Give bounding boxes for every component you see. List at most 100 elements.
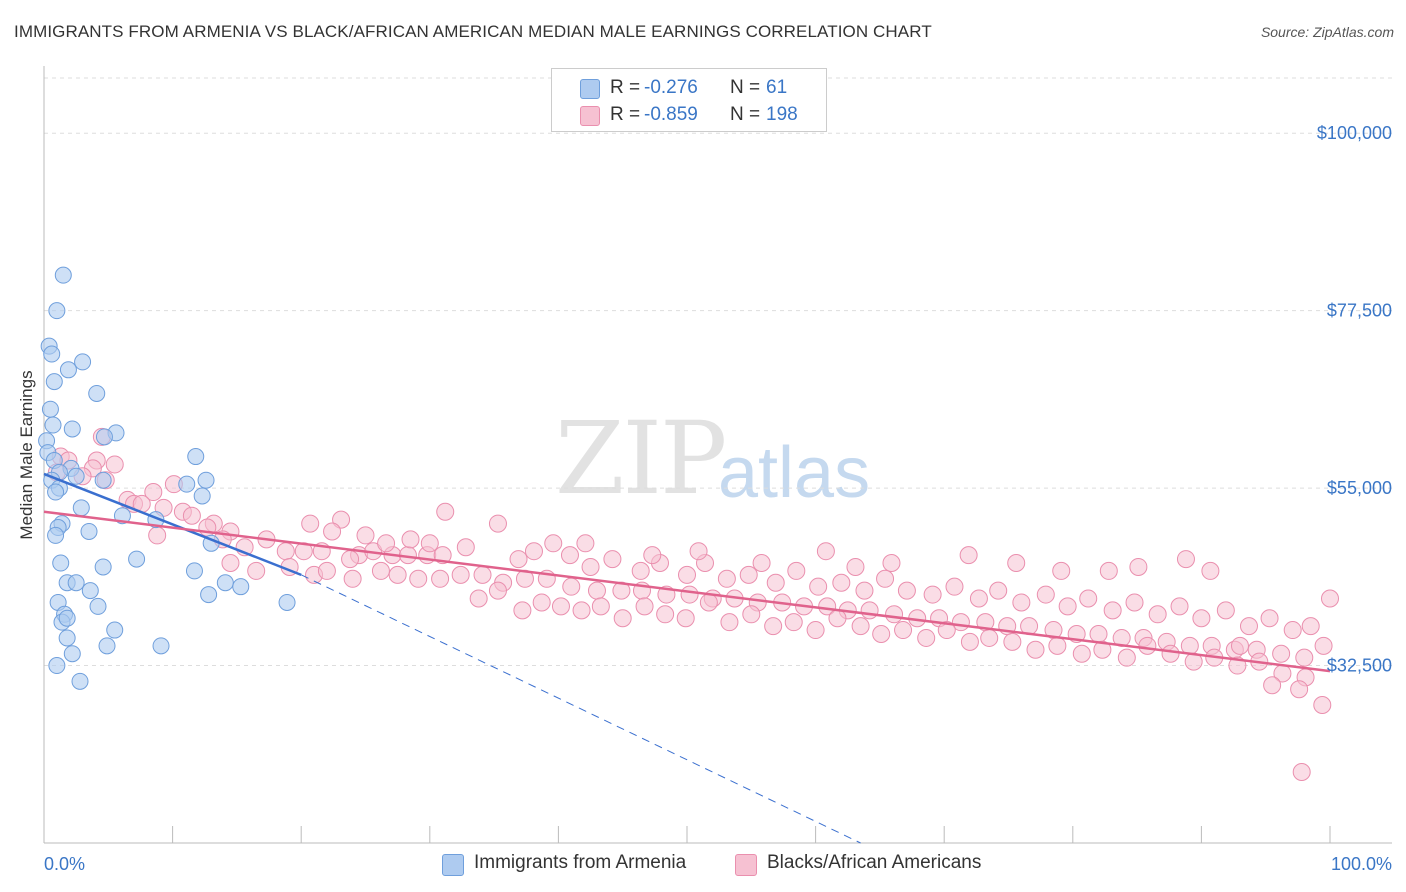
data-point-armenia	[185, 562, 203, 580]
data-point-black	[959, 546, 978, 565]
data-point-black	[587, 581, 606, 600]
data-point-black	[742, 605, 761, 624]
data-point-armenia	[58, 629, 76, 647]
data-point-armenia	[67, 574, 85, 592]
data-point-black	[488, 514, 507, 533]
data-point-black	[1283, 621, 1302, 640]
data-point-armenia	[197, 471, 215, 489]
data-point-black	[876, 569, 895, 588]
y-tick-label: $100,000	[1317, 123, 1392, 143]
data-point-black	[581, 557, 600, 576]
legend-n-label: N =	[730, 104, 761, 125]
data-point-black	[148, 526, 167, 545]
data-point-black	[105, 455, 124, 474]
data-point-black	[1292, 763, 1311, 782]
data-point-black	[1129, 557, 1148, 576]
data-point-black	[1260, 609, 1279, 628]
data-point-armenia	[232, 578, 250, 596]
data-point-armenia	[128, 550, 146, 568]
data-point-armenia	[59, 361, 77, 379]
data-point-black	[752, 554, 771, 573]
data-point-black	[989, 581, 1008, 600]
data-point-armenia	[54, 266, 72, 284]
data-point-black	[828, 609, 847, 628]
data-point-armenia	[72, 499, 90, 517]
data-point-black	[1079, 589, 1098, 608]
data-point-black	[420, 534, 439, 553]
data-point-black	[301, 514, 320, 533]
data-point-armenia	[94, 471, 112, 489]
data-point-black	[431, 569, 450, 588]
data-point-black	[678, 565, 696, 584]
legend-n-value: 61	[766, 77, 788, 98]
trend-line-black	[43, 510, 1331, 673]
data-point-black	[247, 561, 266, 580]
data-point-black	[806, 621, 825, 640]
data-point-black	[509, 550, 528, 569]
data-point-black	[1176, 550, 1195, 569]
legend-n-label: N =	[730, 77, 761, 98]
data-point-armenia	[47, 526, 65, 544]
data-point-black	[635, 597, 654, 616]
data-point-armenia	[63, 420, 81, 438]
data-point-black	[1003, 632, 1022, 651]
y-tick-label: $55,000	[1327, 478, 1392, 498]
data-point-black	[784, 613, 803, 632]
data-point-black	[377, 534, 396, 553]
data-point-black	[1272, 644, 1291, 663]
data-point-armenia	[106, 621, 124, 639]
data-point-black	[456, 538, 475, 557]
data-point-armenia	[88, 384, 106, 402]
data-point-black	[182, 506, 201, 525]
data-point-black	[860, 601, 879, 620]
data-point-black	[1192, 609, 1211, 628]
data-point-black	[532, 593, 551, 612]
data-point-black	[945, 577, 964, 596]
data-point-armenia	[47, 483, 65, 501]
data-point-armenia	[152, 637, 170, 655]
data-point-black	[356, 526, 375, 545]
legend-swatch-blue	[580, 79, 600, 99]
data-point-black	[1263, 676, 1282, 695]
data-point-armenia	[52, 554, 70, 572]
data-point-black	[832, 573, 851, 592]
data-point-black	[469, 589, 488, 608]
data-point-black	[720, 613, 739, 632]
data-point-armenia	[187, 448, 205, 466]
data-point-armenia	[193, 487, 211, 505]
data-point-armenia	[98, 637, 116, 655]
data-point-black	[317, 561, 336, 580]
data-point-black	[1295, 648, 1314, 667]
data-point-black	[1052, 561, 1071, 580]
data-point-black	[676, 609, 695, 628]
data-point-black	[980, 628, 999, 647]
blue-series-points	[38, 266, 296, 690]
data-point-black	[846, 557, 865, 576]
watermark-atlas: atlas	[718, 433, 871, 513]
data-point-black	[1036, 585, 1055, 604]
data-point-armenia	[45, 373, 63, 391]
source-label[interactable]: Source: ZipAtlas.com	[1260, 24, 1394, 40]
data-point-black	[603, 550, 622, 569]
trend-lines	[43, 472, 1331, 844]
data-point-black	[544, 534, 563, 553]
legend-r-label: R =	[610, 104, 641, 125]
data-point-black	[221, 554, 240, 573]
data-point-black	[388, 565, 407, 584]
data-point-black	[524, 542, 543, 561]
y-tick-label: $77,500	[1327, 301, 1392, 321]
data-point-armenia	[95, 428, 113, 446]
data-point-black	[1314, 636, 1333, 655]
data-point-black	[960, 632, 979, 651]
pink-series-points	[47, 427, 1339, 782]
data-point-black	[1125, 593, 1144, 612]
legend-r-value: -0.276	[644, 77, 698, 98]
data-point-black	[969, 589, 988, 608]
data-point-armenia	[67, 467, 85, 485]
legend-row-armenia: R = -0.276 N = 61	[552, 75, 826, 101]
data-point-black	[631, 561, 650, 580]
data-point-black	[851, 617, 870, 636]
data-point-black	[882, 554, 901, 573]
data-point-armenia	[113, 507, 131, 525]
